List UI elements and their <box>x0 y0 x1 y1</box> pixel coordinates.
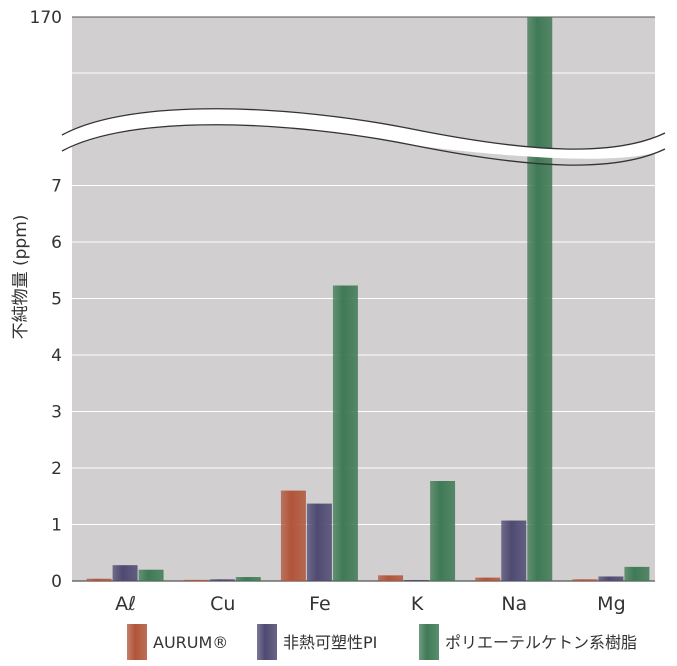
bar-ポリエーテルケトン系樹脂-Na <box>527 17 553 581</box>
bar-非熱可塑性PI-Cu <box>209 579 235 581</box>
x-tick-label: Fe <box>309 593 331 615</box>
bars <box>86 17 650 581</box>
gridlines <box>72 16 655 582</box>
legend: AURUM® 非熱可塑性PI ポリエーテルケトン系樹脂 <box>127 624 637 660</box>
x-tick-label: K <box>411 593 424 615</box>
y-tick-label: 6 <box>51 233 62 253</box>
y-tick-label: 5 <box>51 290 62 310</box>
bar-AURUM®-Mg <box>572 579 598 581</box>
bar-ポリエーテルケトン系樹脂-Mg <box>624 566 650 581</box>
x-tick-label: Cu <box>210 593 235 615</box>
axis-break <box>61 108 666 166</box>
x-tick-label: Na <box>501 593 527 615</box>
y-tick-labels: 0 1 2 3 4 5 6 7 170 <box>30 8 62 592</box>
bar-ポリエーテルケトン系樹脂-Cu <box>235 577 261 581</box>
x-tick-labels: Aℓ Cu Fe K Na Mg <box>115 593 625 615</box>
y-tick-label: 3 <box>51 403 62 423</box>
break-line-upper <box>61 108 666 150</box>
break-band <box>62 108 665 159</box>
y-tick-label-top: 170 <box>30 8 62 28</box>
bar-非熱可塑性PI-Mg <box>598 576 624 581</box>
y-tick-label: 2 <box>51 459 62 479</box>
x-tick-label: Aℓ <box>115 593 136 615</box>
y-axis-label: 不純物量 (ppm) <box>11 215 31 340</box>
bar-AURUM®-Aℓ <box>86 578 112 581</box>
x-tick-label: Mg <box>597 593 625 615</box>
bar-AURUM®-K <box>378 575 404 581</box>
y-tick-label: 0 <box>51 572 62 592</box>
bar-非熱可塑性PI-Fe <box>306 503 332 581</box>
y-tick-label: 4 <box>51 346 62 366</box>
bar-非熱可塑性PI-Aℓ <box>112 565 138 581</box>
break-line-lower <box>61 124 666 166</box>
y-tick-label: 7 <box>51 177 62 197</box>
y-tick-label: 1 <box>51 516 62 536</box>
legend-label: ポリエーテルケトン系樹脂 <box>445 633 637 652</box>
bar-AURUM®-Cu <box>183 579 209 581</box>
legend-label: AURUM® <box>153 633 228 652</box>
bar-ポリエーテルケトン系樹脂-K <box>430 480 456 581</box>
legend-swatch <box>127 624 147 660</box>
legend-swatch <box>257 624 277 660</box>
legend-label: 非熱可塑性PI <box>283 633 377 652</box>
bar-非熱可塑性PI-K <box>404 580 430 581</box>
bar-AURUM®-Fe <box>280 490 306 581</box>
bar-AURUM®-Na <box>475 577 501 581</box>
bar-ポリエーテルケトン系樹脂-Aℓ <box>138 569 164 581</box>
bar-非熱可塑性PI-Na <box>501 520 527 581</box>
bar-ポリエーテルケトン系樹脂-Fe <box>332 285 358 581</box>
legend-swatch <box>419 624 439 660</box>
